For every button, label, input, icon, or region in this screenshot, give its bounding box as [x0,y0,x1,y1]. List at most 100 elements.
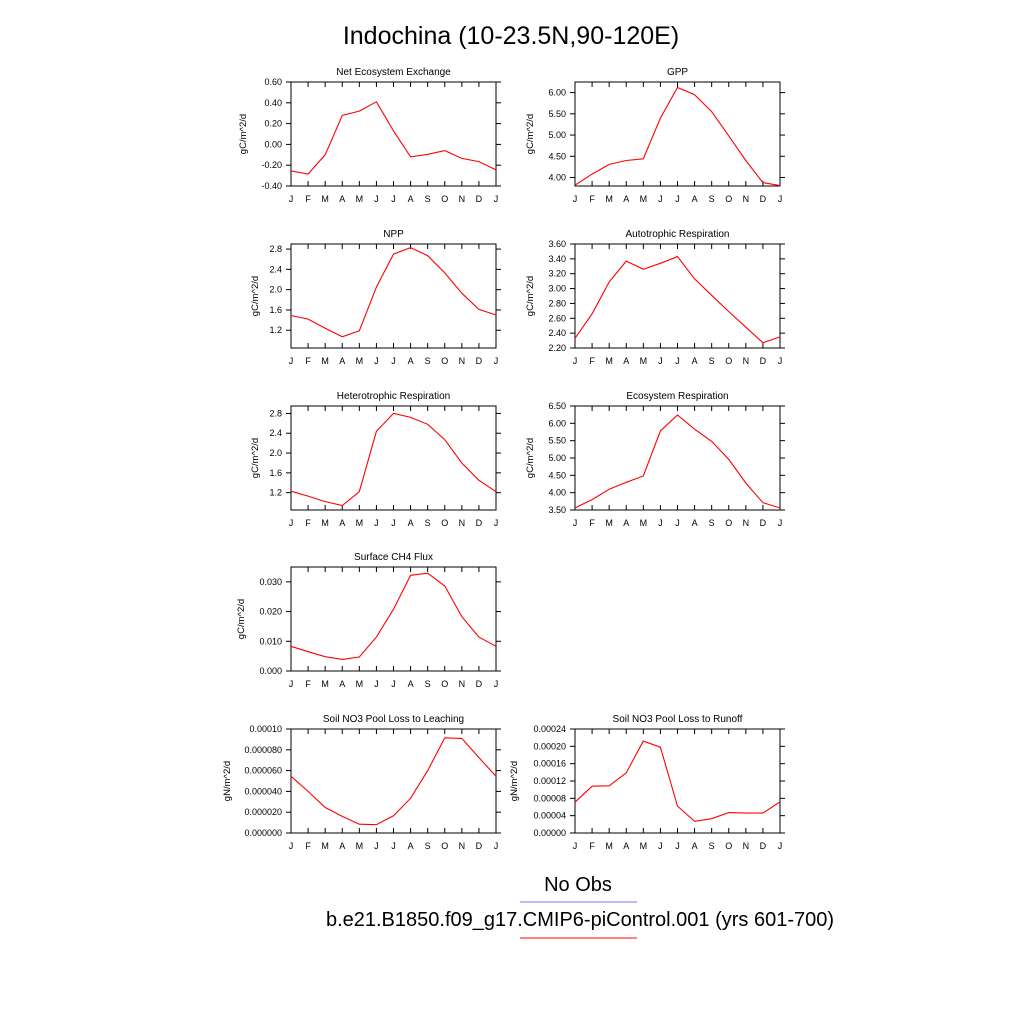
panel-title: Ecosystem Respiration [626,391,728,402]
y-tick-label: 5.00 [548,453,566,463]
y-tick-label: 3.20 [548,269,566,279]
x-tick-label: J [675,356,680,366]
x-tick-label: S [709,841,715,851]
y-axis-label: gC/m^2/d [525,276,536,316]
series-line [290,412,497,507]
panel-title: Heterotrophic Respiration [337,391,450,402]
y-tick-label: 3.00 [548,284,566,294]
y-tick-label: 0.00000 [533,828,566,838]
y-axis-label: gC/m^2/d [250,438,261,478]
x-tick-label: A [339,841,345,851]
y-tick-label: 0.010 [259,636,282,646]
y-axis-label: gN/m^2/d [222,761,233,801]
y-tick-label: 1.2 [269,488,282,498]
series-line [574,86,781,187]
x-tick-label: A [408,194,414,204]
x-tick-label: M [356,841,364,851]
y-tick-label: 0.000 [259,666,282,676]
x-tick-label: F [305,518,311,528]
x-tick-label: F [589,194,595,204]
panel-title: NPP [383,229,404,240]
x-tick-label: J [573,194,578,204]
x-tick-label: D [476,679,483,689]
plot-frame [290,81,497,187]
x-tick-label: J [778,518,783,528]
y-tick-label: 3.40 [548,254,566,264]
y-tick-label: 0.000060 [244,766,282,776]
x-tick-label: S [709,518,715,528]
series-line [290,737,497,826]
x-tick-label: A [692,356,698,366]
x-tick-label: J [289,841,294,851]
x-tick-label: N [459,356,466,366]
panel-title: Surface CH4 Flux [354,552,433,563]
y-tick-label: 2.0 [269,285,282,295]
y-tick-label: 0.00016 [533,759,566,769]
y-tick-label: 2.8 [269,244,282,254]
y-tick-label: 0.000000 [244,828,282,838]
x-tick-label: F [305,194,311,204]
x-tick-label: J [289,679,294,689]
x-tick-label: D [760,841,767,851]
y-tick-label: 2.80 [548,298,566,308]
x-tick-label: M [321,679,329,689]
y-axis-label: gC/m^2/d [525,438,536,478]
y-tick-label: 2.60 [548,313,566,323]
x-tick-label: D [760,356,767,366]
legend-obs-label: No Obs [544,874,612,896]
panel-title: Soil NO3 Pool Loss to Leaching [323,714,464,725]
y-tick-label: -0.20 [261,160,282,170]
y-tick-label: 4.50 [548,151,566,161]
panel-title: Soil NO3 Pool Loss to Runoff [613,714,743,725]
x-tick-label: J [675,194,680,204]
x-tick-label: J [391,356,396,366]
series-line [574,740,781,822]
x-tick-label: M [356,194,364,204]
x-tick-label: J [289,518,294,528]
x-tick-label: S [425,356,431,366]
x-tick-label: J [658,194,663,204]
series-line [574,414,781,509]
x-tick-label: D [760,518,767,528]
y-tick-label: 0.000020 [244,807,282,817]
y-tick-label: 2.20 [548,343,566,353]
x-tick-label: A [339,679,345,689]
x-tick-label: N [459,518,466,528]
x-tick-label: M [605,194,613,204]
x-tick-label: A [623,841,629,851]
x-tick-label: D [476,194,483,204]
x-tick-label: A [408,356,414,366]
plot-frame [574,405,781,511]
x-tick-label: O [725,841,732,851]
legend-model-label: b.e21.B1850.f09_g17.CMIP6-piControl.001 … [326,909,834,931]
x-tick-label: O [441,518,448,528]
x-tick-label: M [321,356,329,366]
y-axis-label: gN/m^2/d [509,761,520,801]
series-line [290,247,497,338]
figure-title: Indochina (10-23.5N,90-120E) [343,22,679,50]
x-tick-label: F [305,356,311,366]
x-tick-label: D [476,841,483,851]
x-tick-label: J [675,518,680,528]
x-tick-label: O [441,841,448,851]
x-tick-label: D [760,194,767,204]
x-tick-label: J [289,194,294,204]
x-tick-label: S [709,356,715,366]
y-tick-label: 4.50 [548,470,566,480]
x-tick-label: N [743,194,750,204]
x-tick-label: A [339,518,345,528]
x-tick-label: A [692,841,698,851]
panel-title: Net Ecosystem Exchange [336,67,451,78]
x-tick-label: J [374,841,379,851]
x-tick-label: F [305,841,311,851]
x-tick-label: N [459,194,466,204]
y-tick-label: 6.00 [548,418,566,428]
y-tick-label: 4.00 [548,173,566,183]
y-tick-label: 5.50 [548,436,566,446]
y-tick-label: 6.00 [548,88,566,98]
y-tick-label: 0.20 [264,119,282,129]
